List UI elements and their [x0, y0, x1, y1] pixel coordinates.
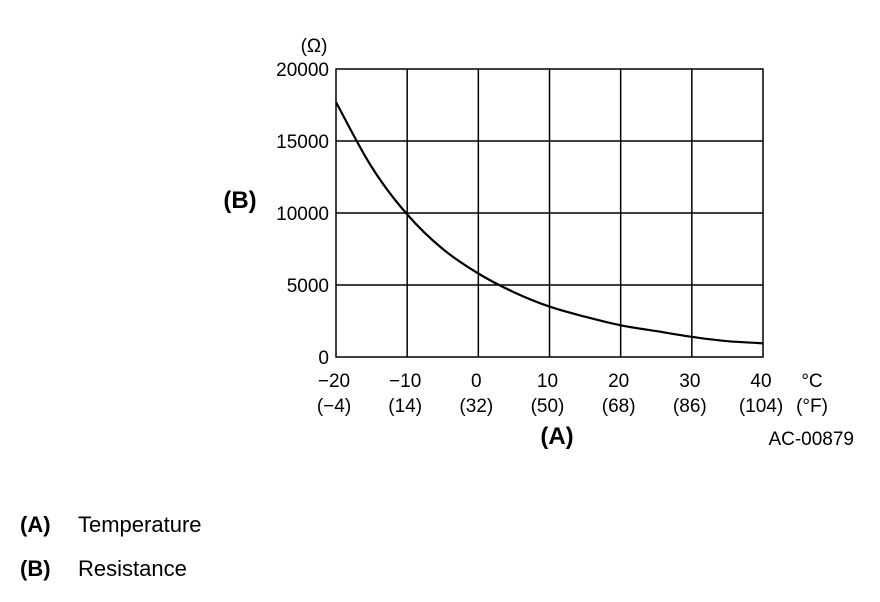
y-unit-label: (Ω): [301, 36, 328, 57]
legend-label-temperature: Temperature: [78, 512, 202, 537]
x-tick-label-c: −20: [318, 371, 350, 392]
x-tick-label-c: 40: [750, 371, 771, 392]
y-tick-label: 20000: [276, 60, 329, 81]
x-tick-label-f: (50): [531, 396, 565, 417]
x-tick-label-f: (32): [459, 396, 493, 417]
x-tick-label-f: (−4): [317, 396, 351, 417]
x-tick-label-c: 30: [679, 371, 700, 392]
x-tick-label-f: (86): [673, 396, 707, 417]
x-tick-label-c: −10: [389, 371, 421, 392]
legend-key-b: (B): [20, 556, 51, 581]
legend-row-b: (B) Resistance: [20, 556, 187, 582]
y-axis-letter: (B): [223, 187, 256, 214]
resistance-curve: [335, 101, 764, 345]
x-unit-fahrenheit: (°F): [796, 396, 828, 417]
figure-id: AC-00879: [768, 429, 854, 450]
y-tick-label: 15000: [276, 132, 329, 153]
x-tick-label-f: (104): [739, 396, 783, 417]
y-tick-labels: 0 5000 10000 15000 20000: [276, 60, 329, 369]
legend-row-a: (A) Temperature: [20, 512, 202, 538]
x-axis-letter: (A): [540, 423, 573, 450]
x-tick-label-f: (68): [602, 396, 636, 417]
x-tick-label-c: 10: [537, 371, 558, 392]
y-tick-label: 0: [318, 348, 329, 369]
x-tick-label-c: 0: [471, 371, 482, 392]
y-tick-label: 10000: [276, 204, 329, 225]
legend-label-resistance: Resistance: [78, 556, 187, 581]
legend-key-a: (A): [20, 512, 51, 537]
x-tick-labels-celsius: −20 −10 0 10 20 30 40: [318, 371, 772, 392]
chart: 0 5000 10000 15000 20000 −20 −10 0 10 20 30 40 (−4…: [223, 36, 854, 450]
x-unit-celsius: °C: [801, 371, 822, 392]
x-tick-label-f: (14): [388, 396, 422, 417]
x-tick-label-c: 20: [608, 371, 629, 392]
y-tick-label: 5000: [287, 276, 329, 297]
x-tick-labels-fahrenheit: (−4) (14) (32) (50) (68) (86) (104): [317, 396, 783, 417]
